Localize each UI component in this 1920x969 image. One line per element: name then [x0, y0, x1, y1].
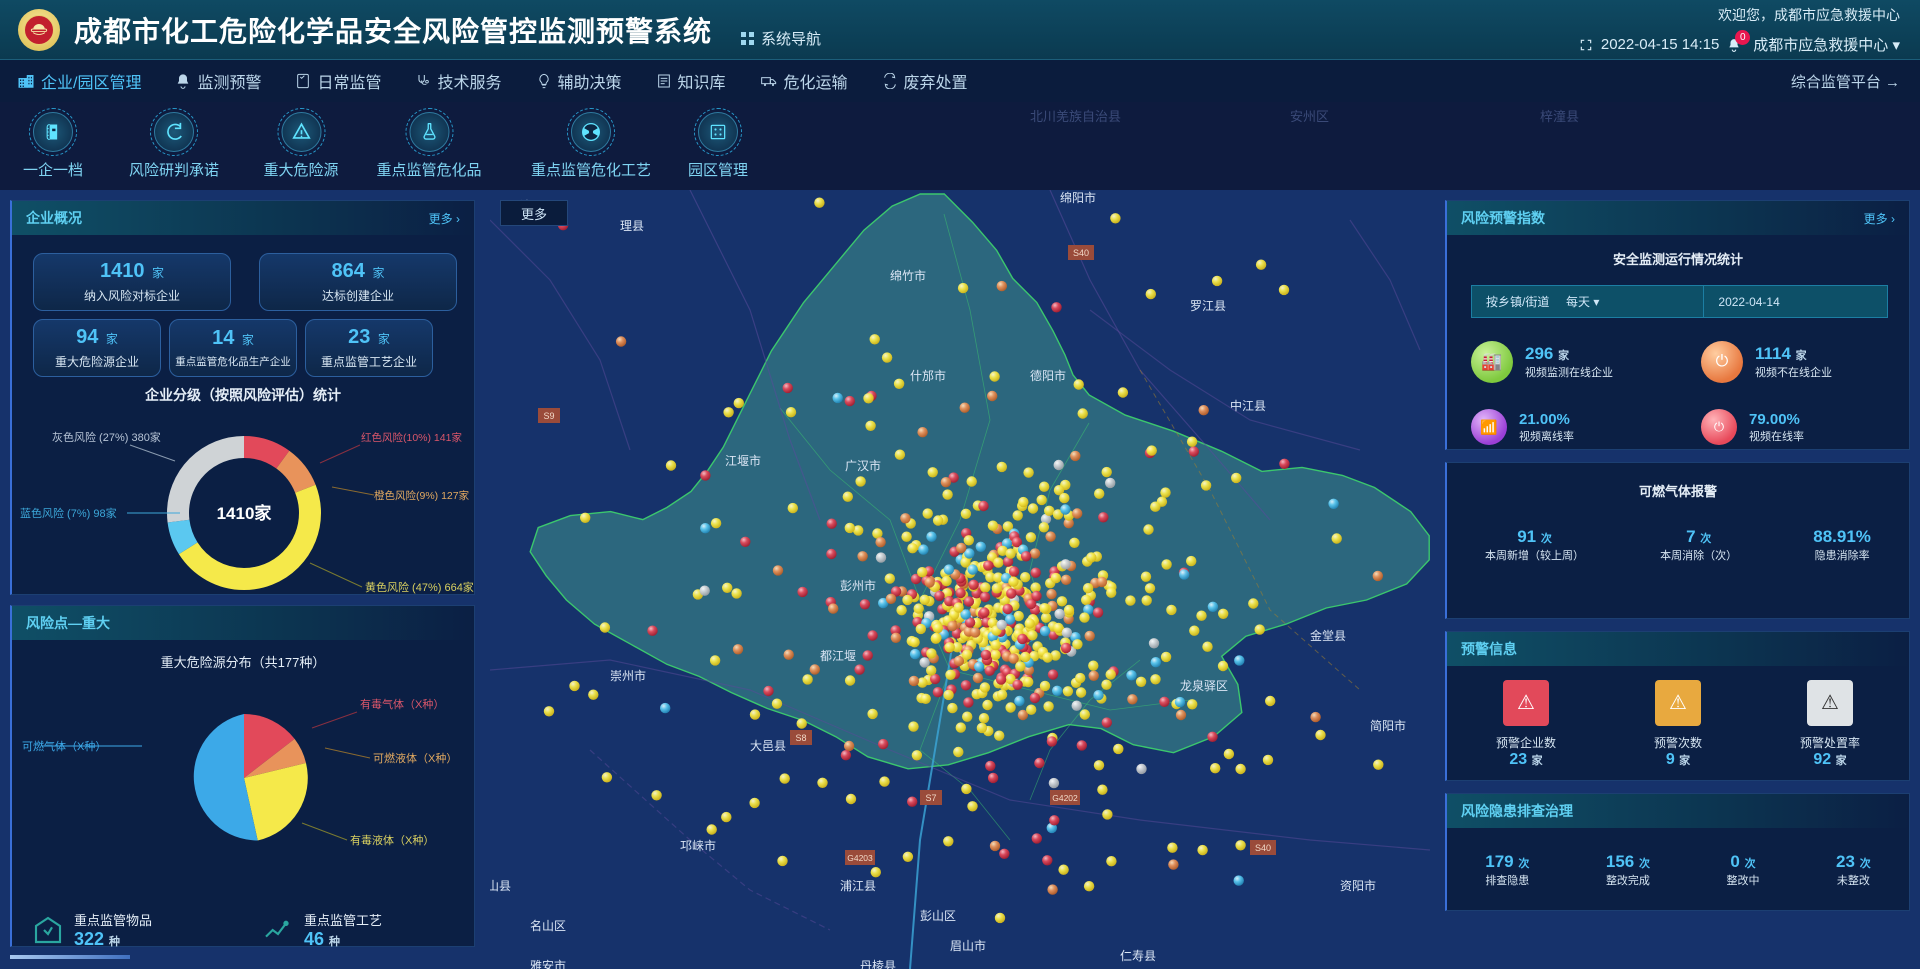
svg-text:S40: S40 [1073, 248, 1089, 258]
svg-text:有毒气体（X种）: 有毒气体（X种） [360, 697, 444, 711]
svg-text:蓝色风险 (7%) 98家: 蓝色风险 (7%) 98家 [20, 506, 117, 520]
svg-text:罗江县: 罗江县 [1190, 299, 1226, 313]
svg-text:有毒液体（X种）: 有毒液体（X种） [350, 833, 434, 847]
svg-text:雅安市: 雅安市 [530, 958, 566, 969]
svg-text:可燃液体（X种）: 可燃液体（X种） [373, 751, 457, 765]
svg-text:简阳市: 简阳市 [1370, 718, 1406, 733]
svg-text:红色风险(10%) 141家: 红色风险(10%) 141家 [361, 431, 462, 444]
svg-text:S40: S40 [1255, 843, 1271, 853]
svg-text:彭州市: 彭州市 [840, 578, 876, 593]
svg-text:灰色风险 (27%) 380家: 灰色风险 (27%) 380家 [52, 430, 161, 444]
svg-text:什邡市: 什邡市 [910, 368, 946, 383]
svg-text:绵竹市: 绵竹市 [890, 268, 926, 283]
svg-text:1410家: 1410家 [217, 503, 272, 523]
svg-text:橙色风险(9%) 127家: 橙色风险(9%) 127家 [374, 489, 470, 502]
svg-text:G4202: G4202 [1052, 793, 1078, 803]
svg-text:彭山区: 彭山区 [920, 909, 956, 923]
svg-text:绵阳市: 绵阳市 [1060, 190, 1096, 205]
svg-text:龙泉驿区: 龙泉驿区 [1180, 679, 1228, 693]
svg-text:江堰市: 江堰市 [725, 453, 761, 468]
svg-text:都江堰: 都江堰 [820, 649, 856, 663]
svg-text:黄色风险 (47%) 664家: 黄色风险 (47%) 664家 [365, 580, 474, 594]
svg-text:大邑县: 大邑县 [750, 739, 786, 753]
svg-text:S8: S8 [795, 733, 806, 743]
svg-text:名山区: 名山区 [530, 918, 566, 933]
svg-text:丹棱县: 丹棱县 [860, 958, 896, 969]
svg-text:德阳市: 德阳市 [1030, 368, 1066, 383]
svg-text:眉山市: 眉山市 [950, 938, 986, 953]
svg-text:可燃气体（X种）: 可燃气体（X种） [22, 739, 106, 753]
svg-text:浦江县: 浦江县 [840, 879, 876, 893]
svg-text:金堂县: 金堂县 [1310, 628, 1346, 643]
svg-text:理县: 理县 [620, 219, 644, 233]
svg-text:S9: S9 [543, 411, 554, 421]
svg-text:中江县: 中江县 [1230, 398, 1266, 413]
svg-text:邛崃市: 邛崃市 [680, 838, 716, 853]
svg-text:资阳市: 资阳市 [1340, 878, 1376, 893]
svg-text:G4203: G4203 [847, 853, 873, 863]
svg-text:仁寿县: 仁寿县 [1120, 949, 1156, 963]
svg-text:崇州市: 崇州市 [610, 668, 646, 683]
svg-text:广汉市: 广汉市 [845, 458, 881, 473]
svg-text:芦山县: 芦山县 [490, 879, 511, 893]
svg-text:S7: S7 [925, 793, 936, 803]
